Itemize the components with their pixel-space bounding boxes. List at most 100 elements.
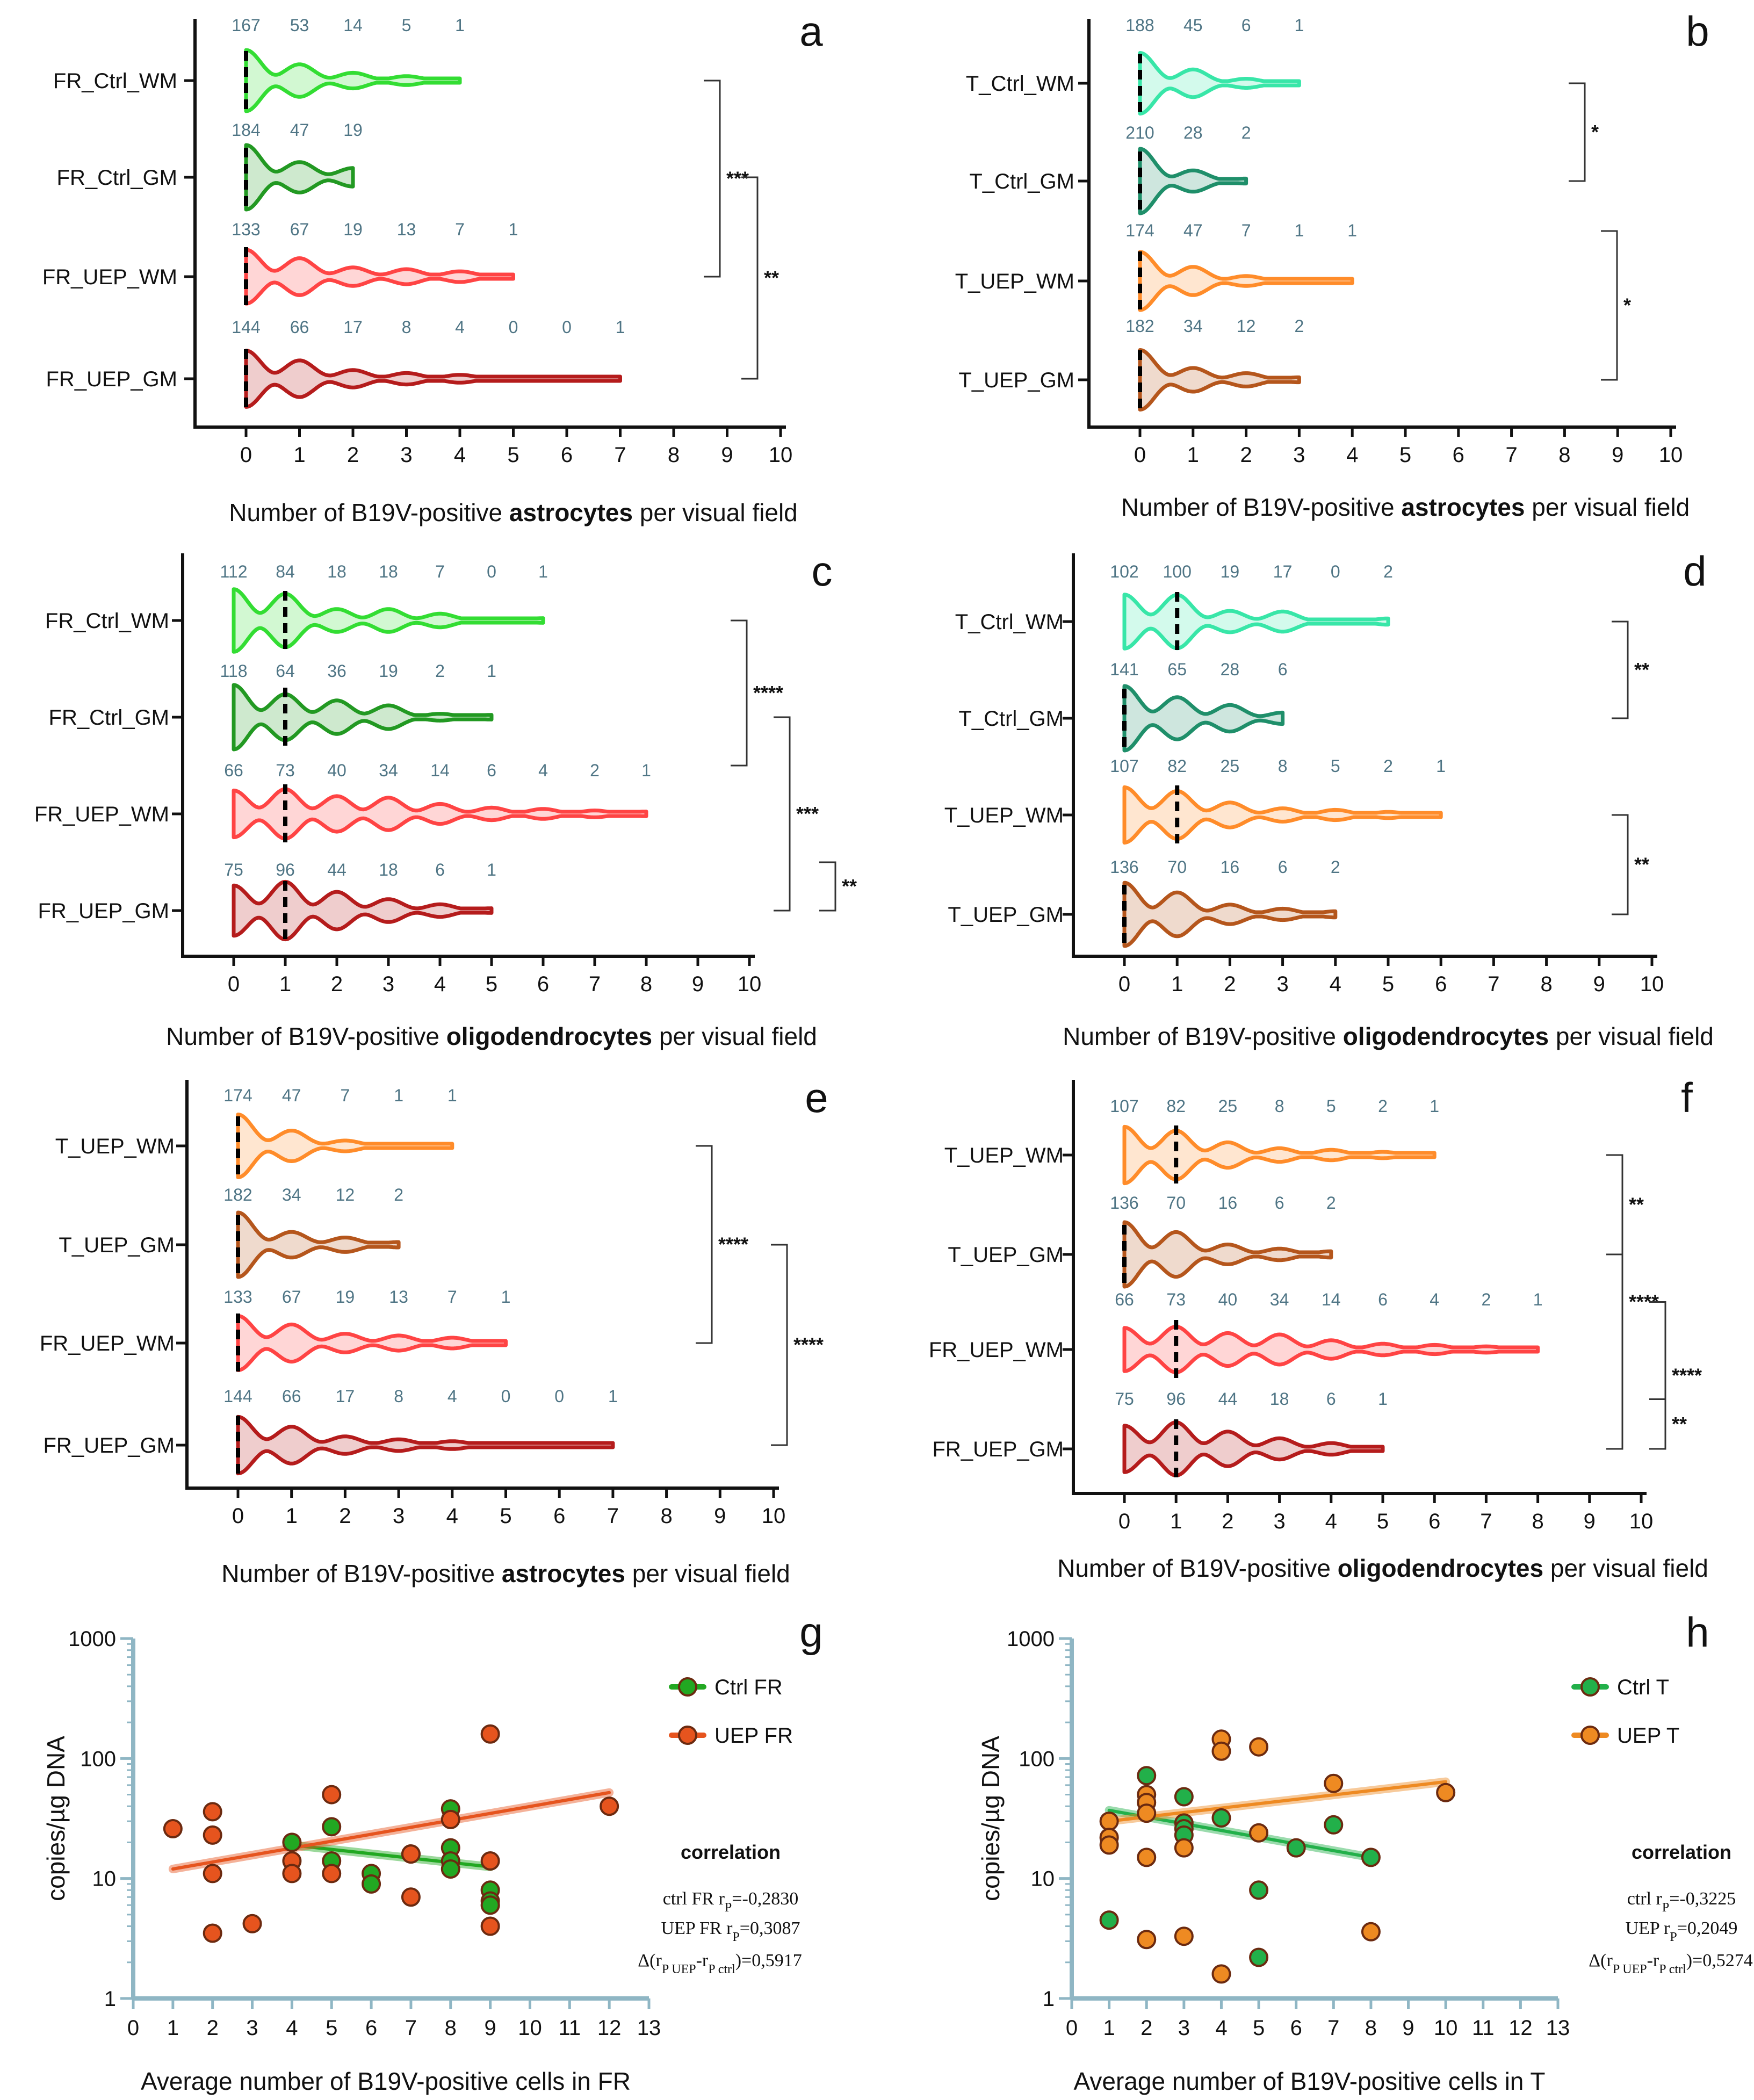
x-tick-label: 13: [1546, 2016, 1570, 2040]
x-tick-label: 5: [1382, 972, 1394, 996]
count-label: 6: [1378, 1290, 1388, 1309]
x-tick-label: 5: [326, 2016, 337, 2040]
significance-label: ***: [796, 803, 819, 825]
panel-label-e: e: [805, 1074, 828, 1121]
x-axis-label-pre: Number of B19V-positive: [166, 1022, 446, 1050]
x-tick-label: 4: [1215, 2016, 1227, 2040]
data-point: [242, 1914, 262, 1933]
count-label: 1: [1295, 221, 1304, 240]
data-point: [203, 1802, 222, 1822]
count-label: 6: [1278, 660, 1288, 679]
x-tick-label: 2: [1224, 972, 1236, 996]
x-tick-label: 8: [660, 1504, 672, 1528]
x-tick-label: 9: [714, 1504, 726, 1528]
significance-bracket: [1569, 82, 1586, 182]
count-label: 1: [1436, 756, 1446, 776]
x-axis-label: Average number of B19V-positive cells in…: [141, 2067, 631, 2095]
x-axis-label-pre: Number of B19V-positive: [1057, 1554, 1338, 1582]
count-label: 44: [327, 860, 347, 879]
x-tick-label: 4: [1330, 972, 1341, 996]
data-point: [401, 1844, 421, 1864]
corr-text: UEP FR r: [661, 1918, 733, 1938]
category-label-T_UEP_GM: T_UEP_GM: [59, 1233, 175, 1257]
count-label: 64: [276, 661, 295, 681]
category-label-T_UEP_WM: T_UEP_WM: [944, 804, 1064, 827]
data-point: [203, 1825, 222, 1845]
count-label: 1: [1533, 1290, 1543, 1309]
x-tick-label: 5: [1377, 1510, 1389, 1533]
x-tick-label: 2: [347, 443, 359, 467]
violin-FR_UEP_WM: [1122, 1324, 1540, 1375]
x-tick-label: 1: [1170, 1510, 1182, 1533]
significance-bracket: [1612, 814, 1629, 915]
data-point: [1174, 1926, 1194, 1946]
violin-FR_Ctrl_WM: [232, 587, 545, 654]
count-label: 82: [1166, 1096, 1186, 1116]
data-point: [1137, 1766, 1157, 1786]
category-label-T_UEP_WM: T_UEP_WM: [944, 1144, 1064, 1167]
category-label-T_UEP_GM: T_UEP_GM: [958, 369, 1074, 392]
count-label: 0: [509, 317, 518, 337]
count-label: 84: [276, 562, 295, 581]
legend-label: UEP T: [1617, 1724, 1679, 1748]
violin-T_UEP_GM: [1122, 881, 1338, 948]
count-label: 182: [223, 1185, 252, 1204]
x-tick-label: 12: [1508, 2016, 1533, 2040]
category-label-T_Ctrl_WM: T_Ctrl_WM: [966, 72, 1074, 96]
count-label: 19: [343, 120, 363, 140]
x-axis-label-post: per visual field: [625, 1560, 790, 1587]
panel-label-f: f: [1681, 1074, 1693, 1121]
violin-T_Ctrl_GM: [1138, 147, 1248, 215]
count-label: 1: [538, 562, 548, 581]
count-label: 47: [1183, 221, 1203, 240]
x-tick-label: 9: [1612, 443, 1623, 467]
count-label: 144: [232, 317, 260, 337]
corr-text: ctrl FR r: [663, 1889, 725, 1909]
legend-marker: [678, 1677, 697, 1697]
count-label: 6: [1275, 1193, 1284, 1213]
count-label: 96: [1166, 1389, 1186, 1409]
count-label: 1: [447, 1086, 457, 1105]
count-label: 1: [616, 317, 625, 337]
violin-FR_UEP_WM: [232, 787, 648, 841]
count-label: 7: [447, 1287, 457, 1307]
count-label: 112: [220, 562, 247, 581]
count-label: 2: [1295, 316, 1304, 336]
x-tick-label: 11: [559, 2016, 581, 2040]
violin-T_Ctrl_GM: [1122, 684, 1285, 753]
correlation-title: correlation: [1632, 1841, 1731, 1863]
significance-label: ****: [718, 1233, 748, 1255]
significance-bracket: [1649, 1398, 1666, 1450]
count-label: 7: [341, 1086, 350, 1105]
count-label: 18: [379, 562, 398, 581]
violin-FR_UEP_GM: [232, 879, 494, 942]
x-axis-label-bold: oligodendrocytes: [1343, 1022, 1549, 1050]
x-tick-label: 0: [232, 1504, 244, 1528]
category-label-FR_Ctrl_GM: FR_Ctrl_GM: [57, 166, 177, 190]
x-tick-label: 7: [1327, 2016, 1339, 2040]
count-label: 6: [1278, 857, 1288, 877]
x-tick-label: 13: [637, 2016, 661, 2040]
data-point: [1099, 1812, 1119, 1831]
significance-bracket: [696, 1145, 713, 1344]
count-label: 34: [282, 1185, 301, 1204]
x-tick-label: 2: [331, 972, 343, 996]
data-point: [1137, 1848, 1157, 1867]
x-tick-label: 8: [668, 443, 680, 467]
y-tick-label: 1: [104, 1987, 116, 2011]
count-label: 25: [1221, 756, 1240, 776]
count-label: 2: [1241, 123, 1251, 142]
significance-bracket: [704, 80, 721, 278]
count-label: 5: [1326, 1096, 1336, 1116]
significance-label: **: [1634, 659, 1649, 681]
count-label: 6: [487, 761, 496, 780]
count-label: 44: [1218, 1389, 1238, 1409]
x-axis-label-pre: Number of B19V-positive: [229, 499, 509, 526]
correlation-uep: UEP rP=0,2049: [1626, 1918, 1738, 1944]
count-label: 18: [1270, 1389, 1289, 1409]
corr-text: -r: [696, 1951, 709, 1971]
data-point: [1099, 1910, 1119, 1930]
violin-T_UEP_WM: [236, 1113, 454, 1179]
